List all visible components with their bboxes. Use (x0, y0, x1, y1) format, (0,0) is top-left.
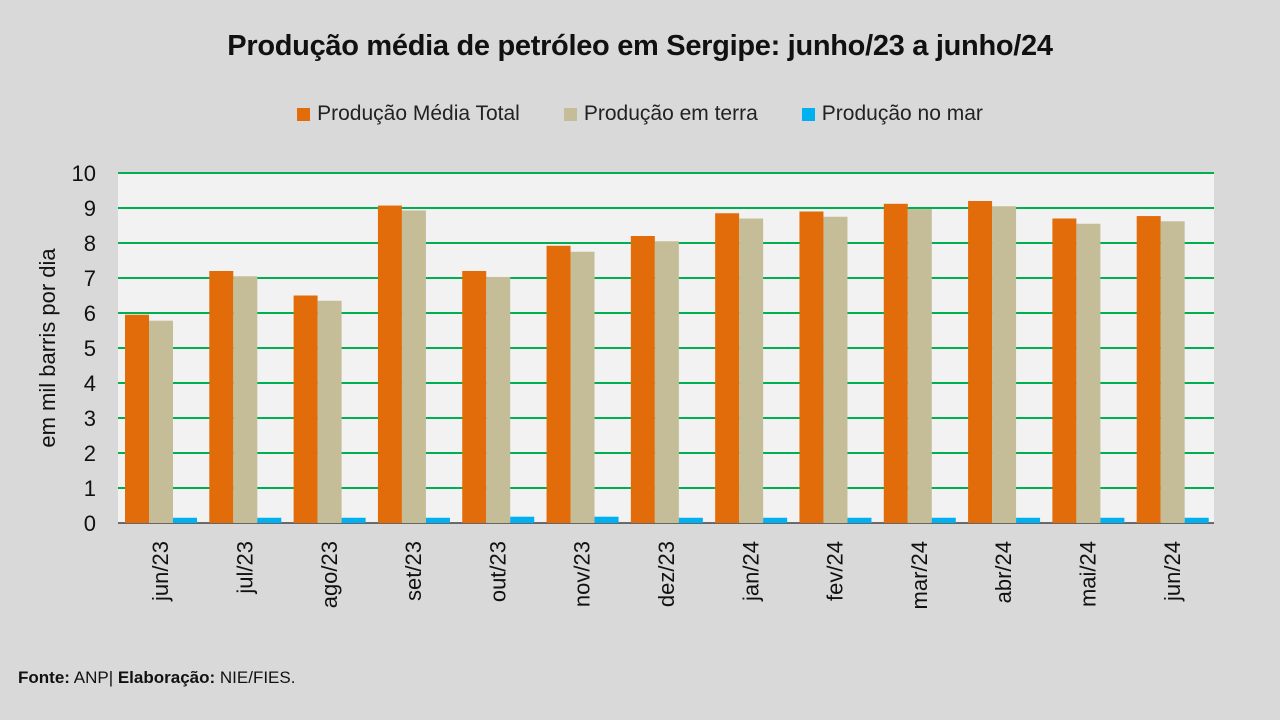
bar-s2-8 (847, 517, 872, 523)
bar-s1-2 (317, 300, 342, 523)
bar-s2-3 (425, 517, 450, 523)
x-tick-label-8: fev/24 (823, 541, 848, 601)
bar-s1-5 (570, 251, 595, 523)
bar-s2-5 (594, 516, 619, 523)
footer: Fonte: ANP| Elaboração: NIE/FIES. (18, 668, 295, 688)
x-tick-label-0: jun/23 (148, 541, 173, 602)
bar-s0-12 (1136, 216, 1161, 524)
x-tick-label-6: dez/23 (654, 541, 679, 607)
bar-s2-9 (931, 517, 956, 523)
x-tick-label-1: jul/23 (232, 541, 257, 595)
credit-value: NIE/FIES. (219, 668, 296, 687)
legend-label-2: Produção no mar (821, 102, 983, 125)
bar-s0-10 (968, 201, 993, 523)
bar-s2-11 (1100, 517, 1125, 523)
x-tick-label-9: mar/24 (907, 541, 932, 609)
bar-s2-2 (341, 517, 366, 523)
x-tick-label-7: jan/24 (738, 541, 763, 602)
bar-s1-7 (739, 218, 764, 523)
y-tick-label-7: 7 (84, 266, 96, 291)
x-tick-label-4: out/23 (485, 541, 510, 602)
bar-s0-8 (799, 211, 824, 523)
source-value: ANP| (73, 668, 114, 687)
source-label: Fonte: (18, 668, 70, 687)
y-tick-label-0: 0 (84, 511, 96, 536)
bar-s0-11 (1052, 218, 1077, 523)
y-tick-label-2: 2 (84, 441, 96, 466)
y-tick-label-5: 5 (84, 336, 96, 361)
bar-s0-6 (630, 236, 655, 523)
x-tick-label-3: set/23 (401, 541, 426, 601)
bar-s2-1 (257, 517, 282, 523)
y-tick-label-3: 3 (84, 406, 96, 431)
bar-s0-9 (883, 203, 908, 524)
legend-swatch-1 (563, 107, 577, 121)
y-tick-label-4: 4 (84, 371, 96, 396)
bar-s2-12 (1184, 517, 1209, 523)
bar-s2-6 (678, 517, 703, 523)
bar-s2-0 (173, 517, 197, 523)
legend-swatch-0 (297, 107, 311, 121)
bar-s1-0 (149, 320, 173, 523)
bar-s0-5 (546, 245, 571, 524)
x-tick-label-10: abr/24 (991, 541, 1016, 603)
chart-title: Produção média de petróleo em Sergipe: j… (227, 30, 1053, 62)
bar-s0-4 (462, 271, 487, 523)
bar-s2-4 (510, 516, 535, 523)
y-tick-label-8: 8 (84, 231, 96, 256)
y-tick-label-1: 1 (84, 476, 96, 501)
credit-label: Elaboração: (117, 668, 216, 687)
y-axis-title: em mil barris por dia (35, 248, 60, 448)
bar-s0-7 (715, 213, 740, 523)
x-tick-label-5: nov/23 (570, 541, 595, 607)
bar-s2-7 (763, 517, 788, 523)
bar-s1-4 (486, 276, 511, 523)
bar-s1-12 (1160, 221, 1185, 524)
bar-s0-1 (209, 271, 234, 523)
y-tick-label-6: 6 (84, 301, 96, 326)
bar-s1-3 (401, 210, 426, 523)
bar-s1-8 (823, 216, 848, 523)
bar-s0-2 (293, 295, 318, 523)
legend-swatch-2 (801, 107, 815, 121)
legend-item-2: Produção no mar (801, 102, 983, 126)
bar-s0-3 (377, 205, 402, 524)
legend-label-1: Produção em terra (583, 102, 758, 125)
x-tick-label-12: jun/24 (1160, 541, 1185, 602)
bar-s1-1 (233, 276, 258, 523)
legend: Produção Média Total Produção em terra Pro… (0, 102, 1280, 126)
bar-s1-10 (992, 206, 1017, 523)
bar-s2-10 (1016, 517, 1041, 523)
bar-s1-11 (1076, 223, 1101, 523)
legend-item-1: Produção em terra (563, 102, 758, 126)
bar-s0-0 (125, 314, 149, 523)
legend-label-0: Produção Média Total (317, 102, 520, 125)
x-tick-label-11: mai/24 (1076, 541, 1101, 607)
bar-s1-9 (907, 209, 932, 524)
y-tick-label-9: 9 (84, 196, 96, 221)
x-tick-label-2: ago/23 (317, 541, 342, 608)
y-tick-label-10: 10 (72, 161, 96, 186)
legend-item-0: Produção Média Total (297, 102, 520, 126)
bar-s1-6 (654, 241, 679, 523)
